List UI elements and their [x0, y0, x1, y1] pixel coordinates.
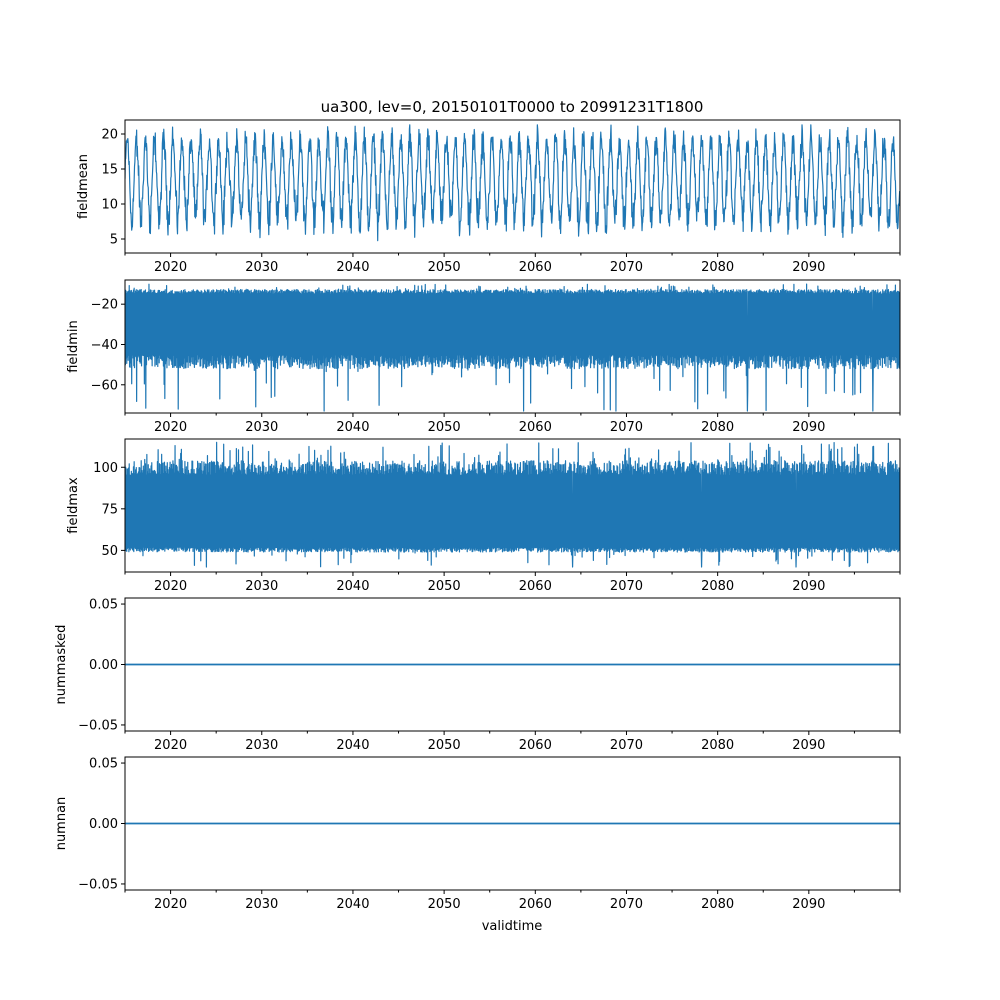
x-tick-label: 2080: [701, 579, 734, 594]
x-tick-label: 2050: [428, 260, 461, 275]
panel-fieldmin: −60 −40 −20 fieldmin 2020 2030 2040 2050 2060 207…: [66, 279, 901, 435]
panel-numnan: −0.05 0.00 0.05 numnan 2020 2030 2040 2050 2060 2…: [54, 756, 901, 912]
x-tick-label: 2090: [792, 579, 825, 594]
y-tick-label: −20: [91, 298, 118, 313]
x-tick-label: 2020: [154, 579, 187, 594]
x-tick-label: 2020: [154, 897, 187, 912]
x-tick-label: 2020: [154, 738, 187, 753]
y-tick-label: −0.05: [78, 718, 118, 733]
axes-frame: [124, 279, 901, 414]
x-tick-label: 2060: [519, 260, 552, 275]
x-tick-label: 2070: [610, 260, 643, 275]
panel-fieldmean: 5 10 15 20 fieldmean 2020 2030 2040 2050 2060 2070…: [76, 119, 901, 275]
panel-fieldmax: 50 75 100 fieldmax 2020 2030 2040 2050 2060 2070 2…: [66, 438, 901, 594]
y-tick-label: −0.05: [78, 877, 118, 892]
y-tick-label: 20: [101, 128, 118, 143]
series-line-fieldmax: [125, 441, 900, 568]
x-tick-label: 2060: [519, 579, 552, 594]
y-tick-label: 50: [101, 544, 118, 559]
x-tick-label: 2050: [428, 579, 461, 594]
x-tick-label: 2050: [428, 897, 461, 912]
x-tick-label: 2050: [428, 738, 461, 753]
y-tick-label: 0.00: [89, 658, 118, 673]
y-axis-label: fieldmean: [76, 154, 91, 219]
x-tick-label: 2060: [519, 420, 552, 435]
axes-frame: [124, 438, 901, 573]
y-tick-label: 100: [93, 461, 118, 476]
x-axis-label: validtime: [482, 919, 543, 934]
x-tick-label: 2060: [519, 738, 552, 753]
x-tick-label: 2030: [245, 420, 278, 435]
y-tick-label: 0.00: [89, 817, 118, 832]
y-tick-label: 75: [101, 502, 118, 517]
y-tick-label: 0.05: [89, 757, 118, 772]
x-tick-label: 2020: [154, 420, 187, 435]
x-tick-label: 2040: [336, 897, 369, 912]
y-tick-label: 15: [101, 163, 118, 178]
x-tick-label: 2040: [336, 738, 369, 753]
y-axis-label: fieldmax: [66, 477, 81, 534]
x-tick-label: 2080: [701, 897, 734, 912]
x-tick-label: 2030: [245, 738, 278, 753]
panel-nummasked: −0.05 0.00 0.05 nummasked 2020 2030 2040 2050 20…: [54, 597, 901, 753]
x-tick-label: 2020: [154, 260, 187, 275]
x-tick-label: 2090: [792, 420, 825, 435]
x-tick-label: 2040: [336, 260, 369, 275]
x-tick-label: 2030: [245, 260, 278, 275]
series-line-fieldmin: [125, 283, 900, 412]
y-tick-label: 5: [110, 233, 118, 248]
x-tick-label: 2090: [792, 738, 825, 753]
chart-panels: 5 10 15 20 fieldmean 2020 2030 2040 2050 2060 2070…: [54, 119, 901, 912]
x-tick-label: 2070: [610, 897, 643, 912]
x-tick-label: 2050: [428, 420, 461, 435]
chart-title: ua300, lev=0, 20150101T0000 to 20991231T…: [321, 98, 704, 116]
series-line-fieldmean: [125, 124, 900, 242]
y-axis-label: numnan: [54, 797, 69, 851]
x-tick-label: 2030: [245, 579, 278, 594]
x-tick-label: 2070: [610, 738, 643, 753]
y-axis-label: fieldmin: [66, 320, 81, 373]
x-tick-label: 2080: [701, 420, 734, 435]
x-tick-label: 2080: [701, 738, 734, 753]
x-tick-label: 2070: [610, 579, 643, 594]
y-tick-label: 0.05: [89, 598, 118, 613]
x-tick-label: 2060: [519, 897, 552, 912]
x-tick-label: 2040: [336, 579, 369, 594]
y-axis-label: nummasked: [54, 625, 69, 705]
x-tick-label: 2080: [701, 260, 734, 275]
x-tick-label: 2070: [610, 420, 643, 435]
axes-frame: [124, 119, 901, 254]
x-tick-label: 2090: [792, 897, 825, 912]
x-tick-label: 2030: [245, 897, 278, 912]
y-tick-label: −40: [91, 338, 118, 353]
x-tick-label: 2090: [792, 260, 825, 275]
x-tick-label: 2040: [336, 420, 369, 435]
y-tick-label: −60: [91, 378, 118, 393]
y-tick-label: 10: [101, 198, 118, 213]
